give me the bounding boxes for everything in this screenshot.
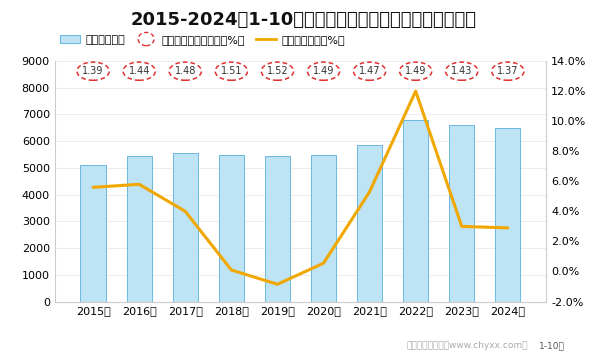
Bar (449, 125, 475, 302)
Text: 1.52: 1.52 (266, 66, 288, 76)
Bar (172, 153, 198, 302)
Text: 2015-2024年1-10月印刷和记录媒介复制业企业数统计图: 2015-2024年1-10月印刷和记录媒介复制业企业数统计图 (131, 11, 476, 29)
Text: 1.43: 1.43 (451, 66, 472, 76)
Text: 1.51: 1.51 (220, 66, 242, 76)
Bar (219, 155, 244, 302)
Bar (126, 156, 152, 302)
Text: 1-10月: 1-10月 (538, 341, 565, 350)
Bar (403, 120, 429, 302)
Bar (311, 155, 336, 302)
Text: 1.44: 1.44 (129, 66, 150, 76)
Text: 1.49: 1.49 (405, 66, 426, 76)
Text: 1.48: 1.48 (175, 66, 196, 76)
Text: 制图：智研咨询（www.chyxx.com）: 制图：智研咨询（www.chyxx.com） (407, 341, 528, 350)
Bar (81, 165, 106, 302)
Text: 1.39: 1.39 (83, 66, 104, 76)
Bar (265, 156, 290, 302)
Text: 1.37: 1.37 (497, 66, 518, 76)
Text: 1.47: 1.47 (359, 66, 381, 76)
Text: 1.49: 1.49 (313, 66, 334, 76)
Bar (357, 145, 382, 302)
Legend: 企业数（个）, 占工业总企业数比重（%）, 企业同比增速（%）: 企业数（个）, 占工业总企业数比重（%）, 企业同比增速（%） (55, 31, 350, 50)
Bar (495, 128, 520, 302)
